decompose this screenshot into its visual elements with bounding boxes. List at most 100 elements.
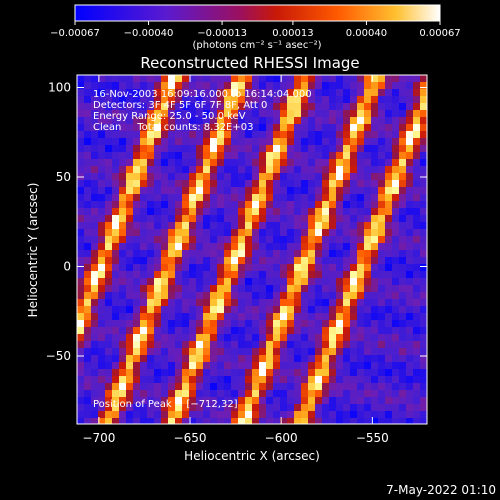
heatmap-cell bbox=[203, 75, 211, 83]
heatmap-cell bbox=[392, 383, 400, 391]
heatmap-cell bbox=[329, 404, 337, 412]
heatmap-cell bbox=[77, 285, 85, 293]
heatmap-cell bbox=[210, 327, 218, 335]
heatmap-cell bbox=[210, 131, 218, 139]
heatmap-cell bbox=[266, 215, 274, 223]
heatmap-cell bbox=[301, 138, 309, 146]
heatmap-cell bbox=[189, 75, 197, 83]
heatmap-cell bbox=[343, 341, 351, 349]
heatmap-cell bbox=[280, 418, 288, 424]
heatmap-cell bbox=[140, 229, 148, 237]
heatmap-cell bbox=[210, 404, 218, 412]
heatmap-cell bbox=[350, 271, 358, 279]
heatmap-cell bbox=[287, 236, 295, 244]
heatmap-cell bbox=[140, 369, 148, 377]
heatmap-cell bbox=[203, 187, 211, 195]
heatmap-cell bbox=[378, 96, 386, 104]
annotation-time-range: 16-Nov-2003 16:09:16.000 to 16:14:04.000 bbox=[93, 89, 312, 100]
heatmap-cell bbox=[245, 194, 253, 202]
heatmap-cell bbox=[175, 271, 183, 279]
heatmap-cell bbox=[294, 292, 302, 300]
heatmap-cell bbox=[420, 159, 427, 167]
heatmap-cell bbox=[238, 117, 246, 125]
heatmap-cell bbox=[175, 306, 183, 314]
heatmap-cell bbox=[259, 404, 267, 412]
heatmap-cell bbox=[105, 152, 113, 160]
heatmap-cell bbox=[308, 306, 316, 314]
heatmap-cell bbox=[161, 404, 169, 412]
heatmap-cell bbox=[161, 397, 169, 405]
heatmap-cell bbox=[105, 383, 113, 391]
heatmap-cell bbox=[105, 124, 113, 132]
heatmap-cell bbox=[238, 355, 246, 363]
heatmap-cell bbox=[133, 341, 141, 349]
heatmap-cell bbox=[392, 299, 400, 307]
heatmap-cell bbox=[252, 215, 260, 223]
heatmap-cell bbox=[315, 159, 323, 167]
heatmap-cell bbox=[385, 117, 393, 125]
heatmap-cell bbox=[77, 299, 85, 307]
heatmap-cell bbox=[301, 194, 309, 202]
heatmap-cell bbox=[77, 250, 85, 258]
heatmap-cell bbox=[329, 89, 337, 97]
heatmap-cell bbox=[420, 390, 427, 398]
heatmap-cell bbox=[322, 418, 330, 424]
heatmap-cell bbox=[189, 152, 197, 160]
heatmap-cell bbox=[406, 306, 414, 314]
heatmap-cell bbox=[161, 257, 169, 265]
heatmap-cell bbox=[336, 215, 344, 223]
heatmap-cell bbox=[98, 96, 106, 104]
heatmap-cell bbox=[91, 306, 99, 314]
heatmap-cell bbox=[273, 222, 281, 230]
heatmap-cell bbox=[126, 229, 134, 237]
heatmap-cell bbox=[322, 243, 330, 251]
heatmap-cell bbox=[238, 348, 246, 356]
heatmap-cell bbox=[252, 278, 260, 286]
heatmap-cell bbox=[105, 180, 113, 188]
heatmap-cell bbox=[245, 180, 253, 188]
heatmap-cell bbox=[329, 383, 337, 391]
heatmap-cell bbox=[287, 285, 295, 293]
heatmap-cell bbox=[280, 327, 288, 335]
heatmap-cell bbox=[112, 341, 120, 349]
heatmap-cell bbox=[399, 327, 407, 335]
heatmap-cell bbox=[98, 362, 106, 370]
heatmap-cell bbox=[280, 201, 288, 209]
heatmap-cell bbox=[399, 257, 407, 265]
heatmap-cell bbox=[301, 243, 309, 251]
heatmap-cell bbox=[301, 299, 309, 307]
heatmap-cell bbox=[301, 236, 309, 244]
heatmap-cell bbox=[252, 166, 260, 174]
heatmap-cell bbox=[168, 124, 176, 132]
heatmap-cell bbox=[231, 299, 239, 307]
heatmap-cell bbox=[133, 271, 141, 279]
heatmap-cell bbox=[420, 243, 427, 251]
heatmap-cell bbox=[91, 75, 99, 83]
heatmap-cell bbox=[119, 334, 127, 342]
heatmap-cell bbox=[224, 404, 232, 412]
heatmap-cell bbox=[245, 152, 253, 160]
heatmap-cell bbox=[266, 271, 274, 279]
heatmap-cell bbox=[231, 334, 239, 342]
heatmap-cell bbox=[203, 180, 211, 188]
heatmap-cell bbox=[231, 229, 239, 237]
heatmap-cell bbox=[91, 299, 99, 307]
heatmap-cell bbox=[98, 229, 106, 237]
heatmap-cell bbox=[245, 355, 253, 363]
heatmap-cell bbox=[224, 236, 232, 244]
heatmap-cell bbox=[308, 355, 316, 363]
heatmap-cell bbox=[301, 278, 309, 286]
heatmap-cell bbox=[322, 369, 330, 377]
heatmap-cell bbox=[413, 355, 421, 363]
heatmap-cell bbox=[140, 124, 148, 132]
heatmap-cell bbox=[168, 145, 176, 153]
heatmap-cell bbox=[266, 348, 274, 356]
heatmap-cell bbox=[259, 138, 267, 146]
heatmap-cell bbox=[196, 362, 204, 370]
heatmap-cell bbox=[308, 194, 316, 202]
heatmap-cell bbox=[406, 362, 414, 370]
heatmap-cell bbox=[175, 236, 183, 244]
heatmap-cell bbox=[238, 110, 246, 118]
heatmap-cell bbox=[140, 390, 148, 398]
heatmap-cell bbox=[294, 299, 302, 307]
